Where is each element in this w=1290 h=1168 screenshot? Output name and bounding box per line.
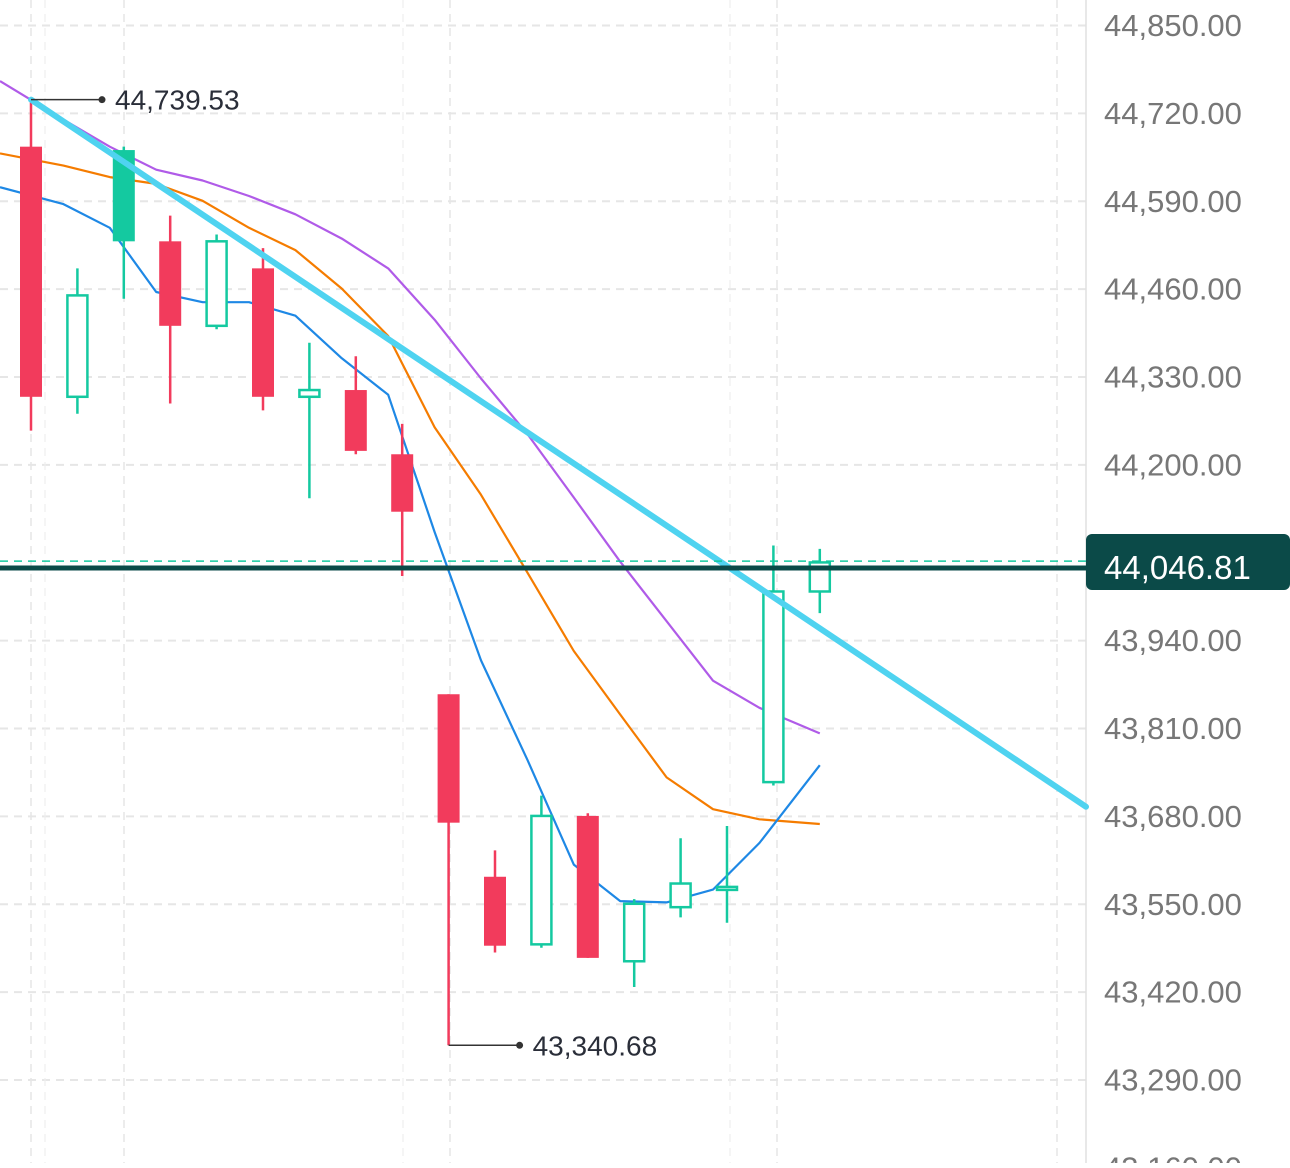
price-tick-label: 44,330.00	[1104, 360, 1242, 395]
candle-body	[622, 902, 646, 963]
grid	[0, 0, 1087, 1168]
candle	[252, 248, 274, 411]
candle	[20, 99, 42, 431]
candle-body	[715, 885, 739, 892]
candle-body	[762, 590, 785, 784]
price-tick-label: 44,720.00	[1104, 96, 1242, 131]
price-tick-label: 43,290.00	[1104, 1063, 1242, 1098]
candle-body	[159, 241, 182, 326]
high-annotation-dot	[98, 96, 106, 104]
candle	[484, 850, 506, 953]
candle-body	[112, 150, 135, 242]
price-tick-label: 43,810.00	[1104, 711, 1242, 746]
price-tick-label: 43,160.00	[1104, 1150, 1242, 1163]
candle	[159, 215, 182, 404]
candle-body	[66, 294, 89, 399]
candle-body	[669, 882, 692, 909]
candle	[205, 234, 228, 330]
candle	[112, 146, 135, 299]
trendline	[28, 96, 1089, 810]
candle	[344, 356, 367, 455]
candle	[530, 795, 553, 948]
candle-body	[391, 454, 414, 512]
ma-slow-line	[0, 80, 821, 735]
candle	[808, 548, 832, 614]
candle	[66, 268, 89, 414]
candle	[622, 899, 646, 987]
candle-body	[530, 814, 553, 946]
candle	[437, 694, 460, 1046]
price-tick-label: 44,200.00	[1104, 447, 1242, 482]
price-tick-label: 43,550.00	[1104, 887, 1242, 922]
candle	[576, 813, 599, 958]
candles	[20, 99, 832, 1046]
last-price-label-box	[1086, 533, 1290, 590]
candle-body	[437, 694, 460, 823]
candle-body	[484, 876, 506, 946]
candle-body	[252, 268, 274, 397]
candle-body	[20, 146, 42, 397]
high-annotation-label: 44,739.53	[115, 85, 240, 116]
price-tick-label: 44,850.00	[1104, 8, 1242, 43]
trendline-group	[0, 96, 1089, 810]
ma-mid-line	[0, 152, 820, 826]
last-price-label: 44,046.81	[1104, 549, 1251, 586]
candle-body	[344, 390, 367, 451]
price-tick-label: 43,420.00	[1104, 975, 1242, 1010]
candle	[715, 826, 739, 923]
low-annotation-label: 43,340.68	[533, 1030, 658, 1061]
price-tick-label: 43,940.00	[1104, 623, 1242, 658]
annotations: 44,739.53 43,340.68	[31, 85, 658, 1061]
price-tick-label: 44,460.00	[1104, 272, 1242, 307]
price-tick-label: 44,590.00	[1104, 184, 1242, 219]
candle-body	[298, 388, 321, 399]
price-axis[interactable]: 44,850.00 44,720.00 44,590.00 44,460.00 44,3…	[1086, 8, 1290, 1168]
candle	[298, 342, 321, 499]
candle	[762, 545, 785, 786]
candle	[391, 423, 414, 576]
price-tick-label: 43,680.00	[1104, 799, 1242, 834]
candle-body	[576, 815, 599, 958]
low-annotation-dot	[516, 1041, 524, 1049]
candle	[669, 838, 692, 918]
candle-body	[205, 240, 228, 328]
